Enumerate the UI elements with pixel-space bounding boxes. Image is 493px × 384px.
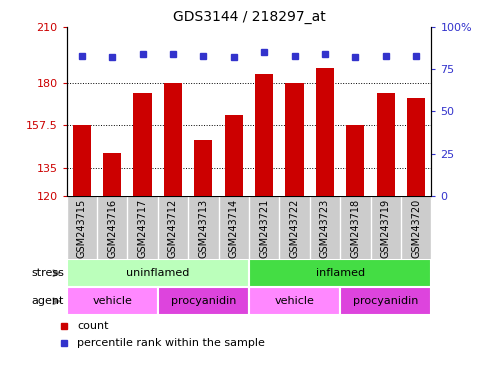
Text: GSM243721: GSM243721	[259, 199, 269, 258]
Text: procyanidin: procyanidin	[353, 296, 419, 306]
Text: procyanidin: procyanidin	[171, 296, 236, 306]
Text: percentile rank within the sample: percentile rank within the sample	[77, 338, 265, 348]
Bar	[340, 287, 431, 315]
Bar	[67, 259, 249, 287]
Bar	[249, 259, 431, 287]
Bar	[67, 287, 158, 315]
Text: GSM243719: GSM243719	[381, 199, 391, 258]
Bar	[158, 287, 249, 315]
Text: agent: agent	[32, 296, 64, 306]
Text: count: count	[77, 321, 109, 331]
Text: GSM243723: GSM243723	[320, 199, 330, 258]
Bar	[194, 139, 212, 196]
Bar	[134, 93, 152, 196]
Bar	[72, 126, 91, 196]
Bar	[407, 98, 425, 196]
Text: GSM243714: GSM243714	[229, 199, 239, 258]
Text: GSM243716: GSM243716	[107, 199, 117, 258]
Bar	[255, 74, 273, 196]
Bar	[316, 68, 334, 196]
Bar	[164, 83, 182, 196]
Title: GDS3144 / 218297_at: GDS3144 / 218297_at	[173, 10, 325, 25]
Text: vehicle: vehicle	[275, 296, 315, 306]
Text: GSM243717: GSM243717	[138, 199, 147, 258]
Bar	[103, 153, 121, 196]
Text: GSM243712: GSM243712	[168, 199, 178, 258]
Text: uninflamed: uninflamed	[126, 268, 189, 278]
Bar	[346, 126, 364, 196]
Text: GSM243718: GSM243718	[351, 199, 360, 258]
Text: stress: stress	[31, 268, 64, 278]
Text: inflamed: inflamed	[316, 268, 365, 278]
Text: vehicle: vehicle	[92, 296, 132, 306]
Text: GSM243713: GSM243713	[198, 199, 209, 258]
Bar	[377, 93, 395, 196]
Text: GSM243722: GSM243722	[289, 199, 300, 258]
Bar	[225, 115, 243, 196]
Text: GSM243715: GSM243715	[77, 199, 87, 258]
Bar	[249, 287, 340, 315]
Text: GSM243720: GSM243720	[411, 199, 421, 258]
Bar	[285, 83, 304, 196]
